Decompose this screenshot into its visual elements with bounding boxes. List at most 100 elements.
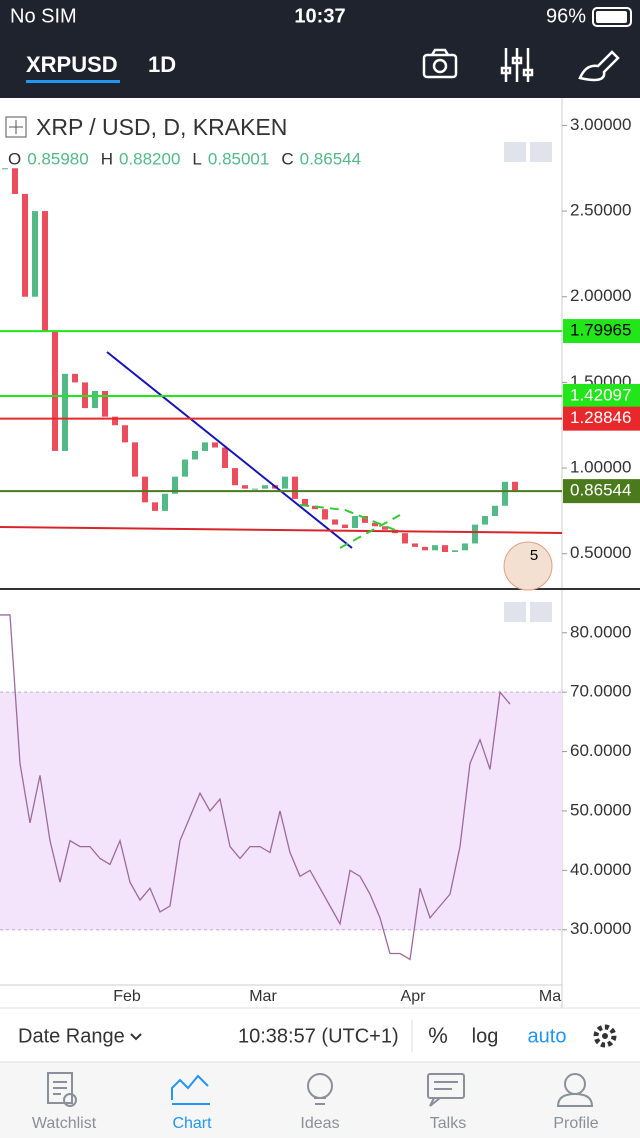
scroll-button[interactable] — [530, 142, 552, 162]
indicators-icon[interactable] — [500, 48, 534, 82]
scroll-button[interactable] — [504, 142, 526, 162]
y-tick-label: 40.0000 — [570, 860, 631, 879]
candle — [102, 390, 108, 417]
level-label: 1.42097 — [570, 385, 631, 404]
chart-icon — [171, 1074, 209, 1100]
candle — [92, 390, 98, 409]
tab-label[interactable]: Watchlist — [32, 1115, 97, 1132]
event-badge[interactable] — [503, 541, 553, 591]
candle — [212, 442, 218, 448]
ohlc-value: 0.88200 — [119, 149, 180, 168]
scroll-button[interactable] — [530, 602, 552, 622]
y-tick-label: 0.50000 — [570, 543, 631, 562]
candle — [342, 524, 348, 529]
y-tick-label: 2.00000 — [570, 286, 631, 305]
candle — [32, 211, 38, 297]
auto-toggle[interactable]: auto — [528, 1025, 567, 1047]
talks-icon — [427, 1073, 465, 1107]
ohlc-key: O — [8, 149, 21, 168]
candle — [482, 516, 488, 525]
candle — [502, 481, 508, 506]
candle — [142, 476, 148, 503]
y-tick-label: 2.50000 — [570, 201, 631, 220]
battery-level — [596, 11, 627, 23]
candle — [122, 425, 128, 443]
level-label: 1.79965 — [570, 321, 631, 340]
y-tick-label: 80.0000 — [570, 622, 631, 641]
tab-label[interactable]: Ideas — [300, 1115, 339, 1132]
candle — [172, 476, 178, 494]
y-tick-label: 50.0000 — [570, 800, 631, 819]
candle — [412, 543, 418, 547]
candle — [402, 533, 408, 544]
symbol[interactable]: XRPUSD — [26, 52, 118, 77]
candle — [442, 545, 448, 553]
y-tick-label: 60.0000 — [570, 741, 631, 760]
ohlc: O 0.85980 H 0.88200 L 0.85001 C 0.86544 — [8, 149, 361, 168]
collapse-plus — [9, 120, 23, 134]
x-tick-label: Ma — [539, 988, 561, 1005]
plot — [0, 168, 562, 961]
y-tick-label: 70.0000 — [570, 682, 631, 701]
tab-label[interactable]: Talks — [430, 1115, 466, 1132]
tab-label[interactable]: Profile — [553, 1115, 598, 1132]
candle — [152, 502, 158, 511]
candle — [162, 493, 168, 511]
carrier: No SIM — [10, 5, 77, 27]
candle — [42, 211, 48, 332]
candle — [232, 468, 238, 486]
rsi-band — [0, 692, 562, 930]
candle — [472, 524, 478, 544]
collapse-icon[interactable] — [5, 116, 27, 138]
candle — [182, 459, 188, 477]
x-tick-label: Mar — [249, 988, 277, 1005]
legend: XRP / USD, D, KRAKEN — [36, 114, 287, 140]
level-label: 0.86544 — [570, 481, 631, 500]
settings-icon[interactable] — [593, 1024, 617, 1048]
log-toggle[interactable]: log — [472, 1025, 499, 1047]
interval[interactable]: 1D — [148, 52, 176, 77]
candle — [192, 450, 198, 460]
level-tag — [563, 479, 640, 504]
candle — [302, 498, 308, 506]
drawing-icon[interactable] — [578, 50, 620, 82]
percent-toggle[interactable]: % — [428, 1023, 448, 1048]
candle — [492, 505, 498, 517]
candle — [2, 168, 8, 170]
tab-label[interactable]: Chart — [172, 1115, 212, 1132]
candle — [112, 416, 118, 426]
level-tag — [563, 319, 640, 344]
candle — [252, 488, 258, 490]
x-tick-label: Apr — [401, 988, 427, 1005]
candle — [22, 193, 28, 297]
candle — [382, 526, 388, 530]
date-range[interactable]: Date Range — [18, 1025, 125, 1047]
candle — [332, 519, 338, 525]
rsi-line — [0, 614, 511, 961]
watchlist-icon — [47, 1072, 77, 1107]
level-tag — [563, 406, 640, 431]
ohlc-key: L — [192, 149, 201, 168]
camera-icon[interactable] — [422, 48, 458, 79]
candle — [62, 373, 68, 451]
candle — [52, 331, 58, 451]
candle — [282, 476, 288, 489]
tabs: Watchlist Chart Ideas Talks Profile — [32, 1115, 599, 1132]
ideas-icon — [307, 1073, 333, 1105]
ohlc-key: H — [101, 149, 113, 168]
candle — [292, 476, 298, 499]
battery-text: 96% — [546, 5, 586, 27]
candle — [462, 543, 468, 551]
trend-line — [106, 351, 353, 549]
ohlc-value: 0.85001 — [208, 149, 269, 168]
candle — [352, 516, 358, 529]
candle — [432, 545, 438, 551]
ohlc-key: C — [281, 149, 293, 168]
candle — [262, 485, 268, 489]
badge-count: 5 — [530, 547, 538, 564]
toolbar-clock: 10:38:57 (UTC+1) — [238, 1025, 399, 1047]
scroll-button[interactable] — [504, 602, 526, 622]
candle — [322, 509, 328, 520]
